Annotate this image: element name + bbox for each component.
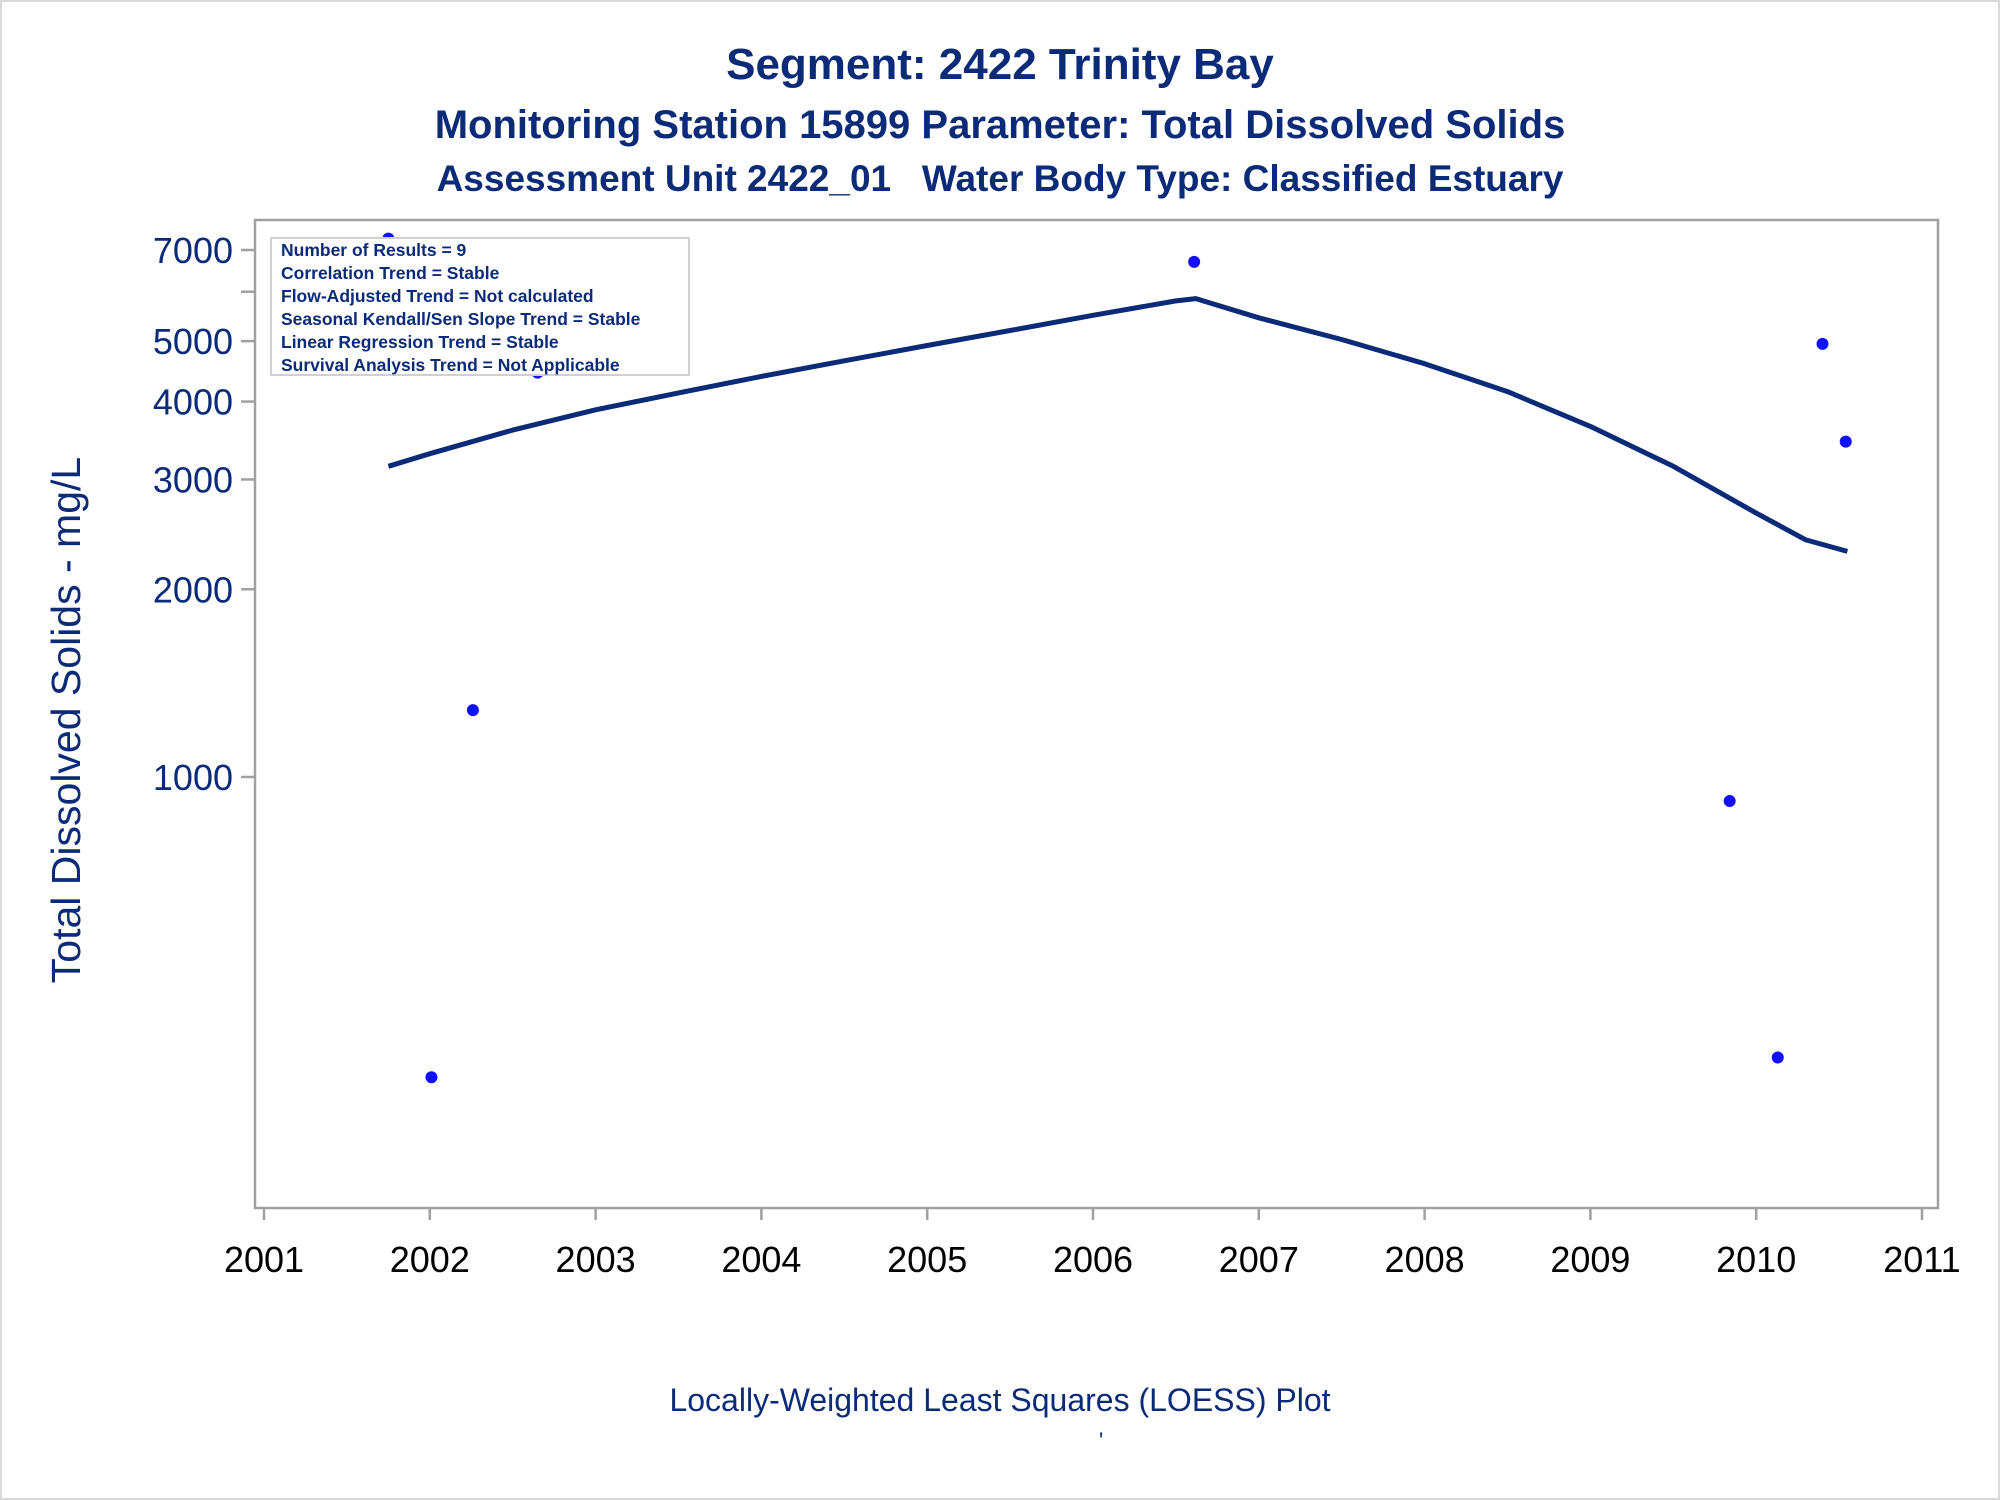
- stat-line-flow-adjusted: Flow-Adjusted Trend = Not calculated: [281, 286, 594, 306]
- loess-curve: [387, 296, 1849, 554]
- stat-line-survival: Survival Analysis Trend = Not Applicable: [281, 355, 620, 375]
- y-tick-label: 1000: [153, 757, 233, 798]
- data-point: [1839, 435, 1852, 448]
- x-tick-label: 2008: [1385, 1239, 1465, 1280]
- stat-line-correlation: Correlation Trend = Stable: [281, 263, 500, 283]
- chart-subtitle-assessment: Assessment Unit 2422_01 Water Body Type:…: [436, 158, 1564, 199]
- stat-line-seasonal-kendall: Seasonal Kendall/Sen Slope Trend = Stabl…: [281, 309, 641, 329]
- x-tick-label: 2011: [1883, 1239, 1960, 1280]
- y-tick-label: 2000: [153, 569, 233, 610]
- x-tick-label: 2004: [721, 1239, 801, 1280]
- x-tick-label: 2002: [390, 1239, 470, 1280]
- y-tick-label: 5000: [153, 321, 233, 362]
- x-tick-label: 2009: [1550, 1239, 1630, 1280]
- loess-curve-group: [387, 296, 1849, 554]
- footnote: Locally-Weighted Least Squares (LOESS) P…: [669, 1382, 1331, 1418]
- plot-area: [253, 218, 1940, 1210]
- chart-title: Segment: 2422 Trinity Bay: [726, 40, 1274, 89]
- x-tick-label: 2003: [556, 1239, 636, 1280]
- data-point: [1771, 1051, 1784, 1064]
- trend-summary-box: Number of Results = 9 Correlation Trend …: [270, 237, 690, 376]
- x-tick-label: 2001: [224, 1239, 304, 1280]
- y-tick-label: 7000: [153, 230, 233, 271]
- x-axis: 2001 2002 2003 2004 2005 2006 2007 2008 2009 2010…: [224, 1208, 1961, 1280]
- data-point: [1723, 795, 1736, 808]
- data-point: [1816, 337, 1829, 350]
- x-tick-label: 2006: [1053, 1239, 1133, 1280]
- data-point: [425, 1071, 438, 1084]
- x-tick-label: 2007: [1219, 1239, 1299, 1280]
- y-axis: 7000 5000 4000 3000 2000 1000: [153, 230, 255, 798]
- chart-subtitle-station: Monitoring Station 15899 Parameter: Tota…: [434, 103, 1566, 147]
- x-tick-label: 2005: [887, 1239, 967, 1280]
- x-tick-label: 2010: [1716, 1239, 1796, 1280]
- y-axis-label: Total Dissolved Solids - mg/L: [43, 457, 89, 983]
- y-tick-label: 4000: [153, 382, 233, 423]
- y-tick-label: 3000: [153, 459, 233, 500]
- data-point: [466, 704, 479, 717]
- stat-line-linear-regression: Linear Regression Trend = Stable: [281, 332, 559, 352]
- data-point: [1188, 255, 1201, 268]
- footnote-mark: ': [1099, 1428, 1104, 1453]
- stat-line-results: Number of Results = 9: [281, 240, 467, 260]
